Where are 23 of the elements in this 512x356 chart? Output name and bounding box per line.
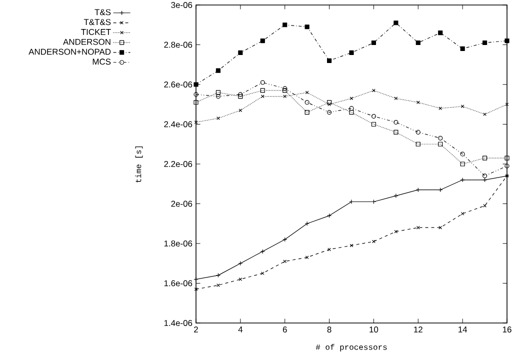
y-tick-label: 1.4e-06: [164, 320, 192, 326]
legend-label: T&S: [94, 9, 111, 16]
x-tick-label: 10: [370, 326, 378, 333]
y-tick-label: 2.6e-06: [164, 82, 192, 88]
x-tick-label: 6: [282, 326, 287, 333]
y-tick-label: 1.8e-06: [164, 240, 192, 246]
x-tick-label: 4: [238, 326, 243, 332]
legend-label: T&T&S: [84, 19, 111, 26]
x-tick-label: 16: [502, 326, 512, 333]
x-tick-label: 2: [194, 326, 198, 332]
y-tick-label: 3e-06: [171, 2, 192, 8]
x-tick-label: 14: [458, 326, 468, 332]
legend-label: TICKET: [81, 28, 111, 35]
legend-label: ANDERSON+NOPAD: [28, 48, 111, 55]
y-tick-label: 2.4e-06: [164, 121, 192, 128]
y-tick-label: 2e-06: [171, 200, 192, 207]
y-tick-label: 2.2e-06: [164, 161, 192, 167]
legend-label: MCS: [92, 58, 111, 65]
x-tick-label: 8: [327, 326, 332, 333]
x-tick-label: 12: [414, 326, 422, 332]
y-tick-label: 1.6e-06: [164, 280, 192, 286]
legend-label: ANDERSON: [63, 38, 110, 45]
y-tick-label: 2.8e-06: [164, 42, 192, 48]
